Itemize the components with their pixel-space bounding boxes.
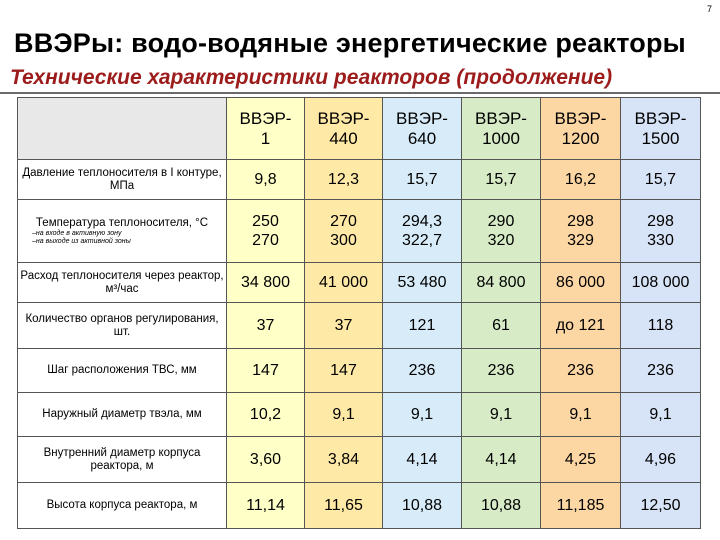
table-cell: 9,8 — [226, 159, 305, 200]
table-cell: 34 800 — [226, 262, 305, 303]
table-row-rod-diameter: Наружный диаметр твэла, мм 10,2 9,1 9,1 … — [17, 392, 701, 437]
table-cell: 10,2 — [226, 392, 305, 437]
table-row-temperature: Температура теплоносителя, °С –на входе … — [17, 199, 701, 263]
table-cell: 108 000 — [620, 262, 701, 303]
reactor-spec-table: ВВЭР- 1 ВВЭР- 440 ВВЭР- 640 ВВЭР- 1000 ВВЭР-… — [17, 97, 701, 529]
table-cell: 298 329 — [540, 199, 621, 263]
row-label: Высота корпуса реактора, м — [17, 482, 227, 529]
subtitle-divider — [0, 92, 720, 94]
slide-title: ВВЭРы: водо-водяные энергетические реакт… — [14, 28, 686, 58]
table-cell: 12,3 — [304, 159, 383, 200]
table-cell: 236 — [382, 348, 462, 393]
row-sublabel-inlet: –на входе в активную зону — [32, 229, 122, 237]
table-cell: 37 — [304, 302, 383, 349]
table-cell: до 121 — [540, 302, 621, 349]
table-cell: 37 — [226, 302, 305, 349]
table-cell: 236 — [620, 348, 701, 393]
table-cell: 270 300 — [304, 199, 383, 263]
table-row-control-rods: Количество органов регулирования, шт. 37… — [17, 302, 701, 349]
table-cell: 15,7 — [620, 159, 701, 200]
column-header-vver-440: ВВЭР- 440 — [304, 97, 383, 160]
column-header-vver-1000: ВВЭР- 1000 — [461, 97, 541, 160]
table-cell: 298 330 — [620, 199, 701, 263]
table-cell: 86 000 — [540, 262, 621, 303]
table-cell: 15,7 — [461, 159, 541, 200]
table-cell: 3,84 — [304, 436, 383, 483]
page-number: 7 — [706, 4, 712, 14]
table-cell: 147 — [226, 348, 305, 393]
row-label: Количество органов регулирования, шт. — [17, 302, 227, 349]
table-cell: 15,7 — [382, 159, 462, 200]
row-label: Давление теплоносителя в I контуре, МПа — [17, 159, 227, 200]
row-label: Внутренний диаметр корпуса реактора, м — [17, 436, 227, 483]
table-cell: 4,14 — [382, 436, 462, 483]
table-cell: 4,14 — [461, 436, 541, 483]
table-cell: 294,3 322,7 — [382, 199, 462, 263]
row-sublabel-outlet: –на выходе из активной зоны — [32, 237, 131, 245]
table-cell: 147 — [304, 348, 383, 393]
table-row-pressure: Давление теплоносителя в I контуре, МПа … — [17, 159, 701, 200]
header-row: ВВЭР- 1 ВВЭР- 440 ВВЭР- 640 ВВЭР- 1000 ВВЭР-… — [17, 97, 701, 160]
table-cell: 11,14 — [226, 482, 305, 529]
column-header-vver-1200: ВВЭР- 1200 — [540, 97, 621, 160]
table-cell: 61 — [461, 302, 541, 349]
column-header-vver-640: ВВЭР- 640 — [382, 97, 462, 160]
table-cell: 236 — [540, 348, 621, 393]
table-row-vessel-height: Высота корпуса реактора, м 11,14 11,65 1… — [17, 482, 701, 529]
table-cell: 121 — [382, 302, 462, 349]
table-cell: 290 320 — [461, 199, 541, 263]
row-label: Шаг расположения ТВС, мм — [17, 348, 227, 393]
row-label: Температура теплоносителя, °С –на входе … — [17, 199, 227, 263]
table-cell: 4,96 — [620, 436, 701, 483]
table-cell: 16,2 — [540, 159, 621, 200]
table-cell: 250 270 — [226, 199, 305, 263]
slide-subtitle: Технические характеристики реакторов (пр… — [10, 66, 613, 89]
table-cell: 11,185 — [540, 482, 621, 529]
column-header-vver-1: ВВЭР- 1 — [226, 97, 305, 160]
column-header-vver-1500: ВВЭР- 1500 — [620, 97, 701, 160]
table-row-flow: Расход теплоносителя через реактор, м³/ч… — [17, 262, 701, 303]
table-cell: 4,25 — [540, 436, 621, 483]
table-cell: 41 000 — [304, 262, 383, 303]
table-row-fa-pitch: Шаг расположения ТВС, мм 147 147 236 236… — [17, 348, 701, 393]
table-cell: 118 — [620, 302, 701, 349]
table-cell: 12,50 — [620, 482, 701, 529]
table-cell: 10,88 — [382, 482, 462, 529]
table-cell: 3,60 — [226, 436, 305, 483]
table-cell: 9,1 — [461, 392, 541, 437]
row-label: Наружный диаметр твэла, мм — [17, 392, 227, 437]
row-label: Расход теплоносителя через реактор, м³/ч… — [17, 262, 227, 303]
table-cell: 236 — [461, 348, 541, 393]
header-corner-cell — [17, 97, 227, 160]
table-cell: 53 480 — [382, 262, 462, 303]
table-row-vessel-diameter: Внутренний диаметр корпуса реактора, м 3… — [17, 436, 701, 483]
table-cell: 9,1 — [304, 392, 383, 437]
table-cell: 84 800 — [461, 262, 541, 303]
table-cell: 9,1 — [620, 392, 701, 437]
table-cell: 9,1 — [540, 392, 621, 437]
row-label-main: Температура теплоносителя, °С — [35, 216, 209, 229]
table-cell: 10,88 — [461, 482, 541, 529]
table-cell: 11,65 — [304, 482, 383, 529]
table-cell: 9,1 — [382, 392, 462, 437]
